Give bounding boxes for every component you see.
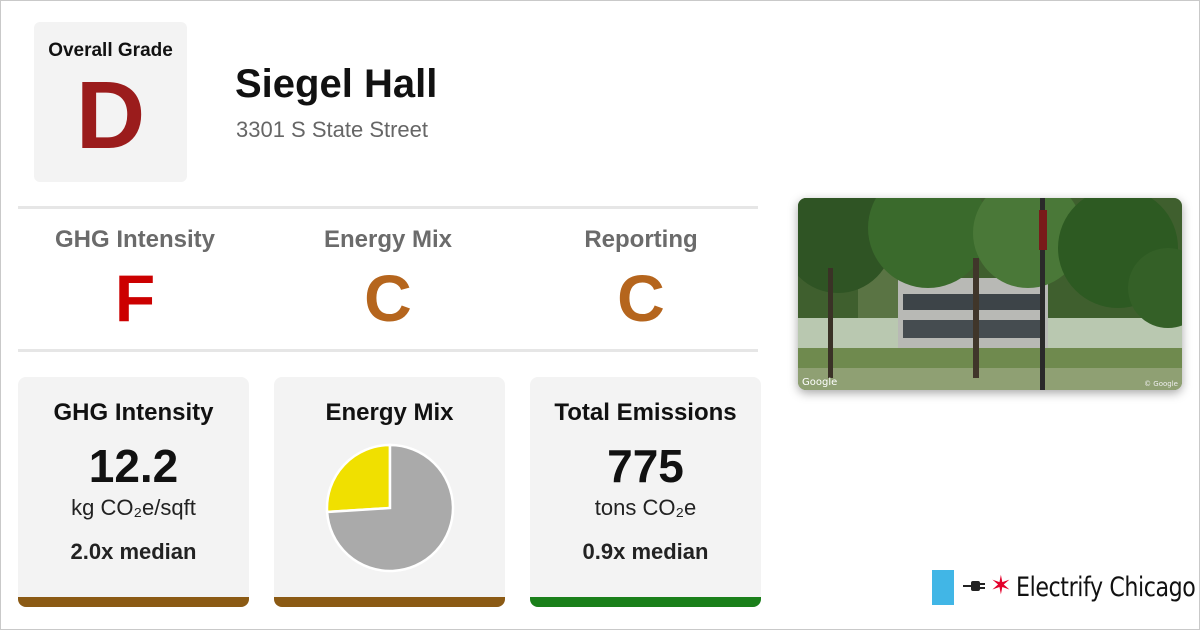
energy-mix-card-title: Energy Mix bbox=[325, 399, 454, 426]
brand-name: Electrify Chicago bbox=[1016, 572, 1196, 603]
ghg-intensity-card: GHG Intensity 12.2 kg CO₂e/sqft 2.0x med… bbox=[18, 377, 249, 607]
building-address: 3301 S State Street bbox=[236, 117, 429, 142]
ghg-card-title: GHG Intensity bbox=[53, 399, 214, 426]
emissions-card-value: 775 bbox=[607, 440, 684, 492]
total-emissions-card: Total Emissions 775 tons CO₂e 0.9x media… bbox=[530, 377, 761, 607]
sub-grade-ghg-label: GHG Intensity bbox=[54, 226, 216, 253]
sub-grade-reporting: Reporting C bbox=[521, 226, 761, 334]
divider-bottom bbox=[18, 349, 758, 352]
street-view-image bbox=[798, 198, 1182, 390]
energy-mix-pie-chart bbox=[325, 443, 454, 573]
sub-grade-reporting-letter: C bbox=[617, 261, 665, 335]
sub-grade-energy-mix-letter: C bbox=[364, 261, 412, 335]
ghg-card-grade-bar bbox=[18, 597, 249, 607]
chicago-star-icon: ✶ bbox=[990, 570, 1012, 600]
energy-mix-card: Energy Mix bbox=[274, 377, 505, 607]
sub-grade-energy-mix-label: Energy Mix bbox=[323, 226, 453, 253]
energy-mix-card-grade-bar bbox=[274, 597, 505, 607]
ghg-card-value: 12.2 bbox=[88, 440, 179, 492]
photo-copyright: © Google bbox=[1144, 380, 1178, 388]
pie-slice-1 bbox=[325, 443, 454, 573]
electrify-chicago-logo: ✶ Electrify Chicago bbox=[932, 568, 1196, 606]
ghg-card-unit: kg CO₂e/sqft bbox=[71, 495, 196, 520]
pie-slice-0 bbox=[325, 443, 391, 514]
emissions-card-median: 0.9x median bbox=[582, 539, 709, 564]
overall-grade-box: Overall Grade D bbox=[34, 22, 187, 182]
chicago-flag-icon bbox=[932, 570, 954, 605]
divider-top bbox=[18, 206, 758, 209]
emissions-card-grade-bar bbox=[530, 597, 761, 607]
photo-credit-google: Google bbox=[802, 377, 838, 388]
building-name: Siegel Hall bbox=[235, 62, 438, 106]
overall-grade-letter: D bbox=[75, 62, 146, 169]
emissions-card-title: Total Emissions bbox=[554, 399, 737, 426]
building-photo: Google © Google bbox=[798, 198, 1182, 390]
sub-grade-ghg-letter: F bbox=[114, 261, 156, 335]
emissions-card-unit: tons CO₂e bbox=[594, 495, 697, 520]
ghg-card-median: 2.0x median bbox=[70, 539, 197, 564]
sub-grade-reporting-label: Reporting bbox=[584, 226, 698, 253]
overall-grade-label: Overall Grade bbox=[48, 40, 173, 61]
sub-grade-ghg: GHG Intensity F bbox=[15, 226, 255, 334]
sub-grade-energy-mix: Energy Mix C bbox=[268, 226, 508, 334]
plug-icon bbox=[963, 581, 985, 591]
